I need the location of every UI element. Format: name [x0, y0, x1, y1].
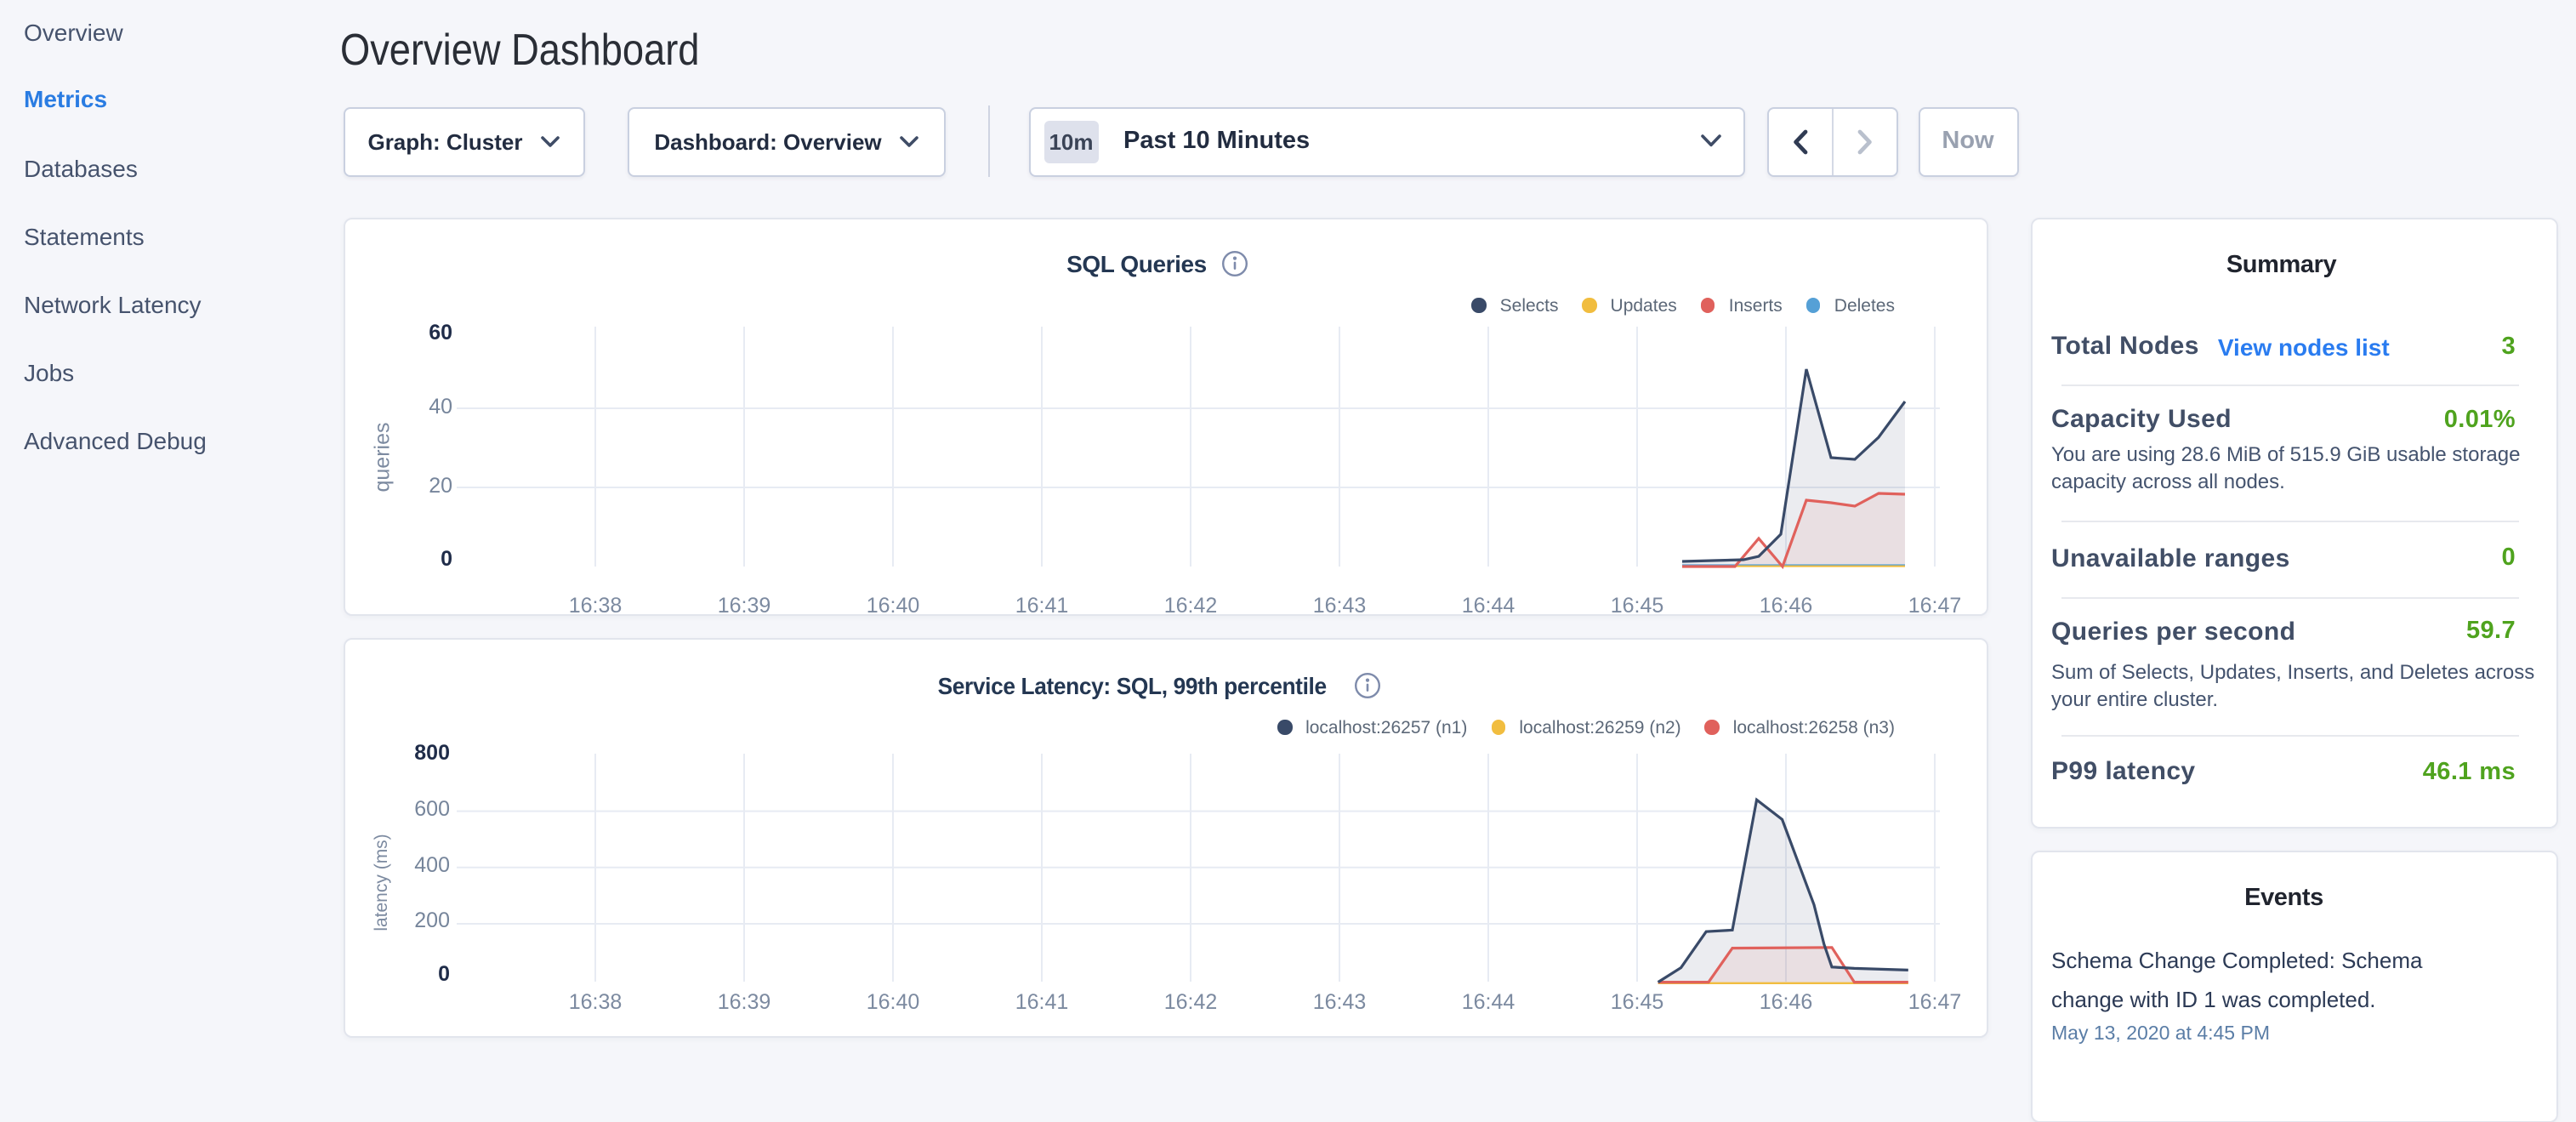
svg-text:16:41: 16:41	[1015, 989, 1068, 1013]
svg-text:latency (ms): latency (ms)	[371, 833, 390, 930]
svg-text:16:40: 16:40	[866, 593, 919, 617]
svg-text:16:40: 16:40	[866, 989, 919, 1013]
svg-text:400: 400	[413, 852, 449, 876]
svg-text:800: 800	[413, 740, 449, 764]
svg-text:16:46: 16:46	[1759, 593, 1812, 617]
svg-text:16:45: 16:45	[1610, 593, 1663, 617]
svg-text:16:38: 16:38	[568, 593, 622, 617]
svg-text:60: 60	[428, 320, 452, 344]
svg-text:16:47: 16:47	[1908, 989, 1961, 1013]
svg-text:16:45: 16:45	[1610, 989, 1663, 1013]
svg-text:16:39: 16:39	[717, 989, 771, 1013]
svg-text:16:44: 16:44	[1461, 989, 1515, 1013]
svg-text:16:39: 16:39	[717, 593, 771, 617]
svg-text:600: 600	[413, 796, 449, 820]
svg-text:16:42: 16:42	[1163, 989, 1217, 1013]
svg-text:20: 20	[428, 473, 452, 497]
svg-text:16:42: 16:42	[1163, 593, 1217, 617]
svg-text:0: 0	[437, 961, 449, 985]
svg-text:16:43: 16:43	[1312, 989, 1366, 1013]
svg-text:0: 0	[440, 546, 452, 570]
svg-text:40: 40	[428, 394, 452, 418]
svg-text:16:41: 16:41	[1015, 593, 1068, 617]
svg-text:16:47: 16:47	[1908, 593, 1961, 617]
svg-text:16:38: 16:38	[568, 989, 622, 1013]
svg-text:queries: queries	[369, 422, 393, 492]
svg-text:16:46: 16:46	[1759, 989, 1812, 1013]
svg-text:16:43: 16:43	[1312, 593, 1366, 617]
svg-text:16:44: 16:44	[1461, 593, 1515, 617]
svg-text:200: 200	[413, 908, 449, 931]
